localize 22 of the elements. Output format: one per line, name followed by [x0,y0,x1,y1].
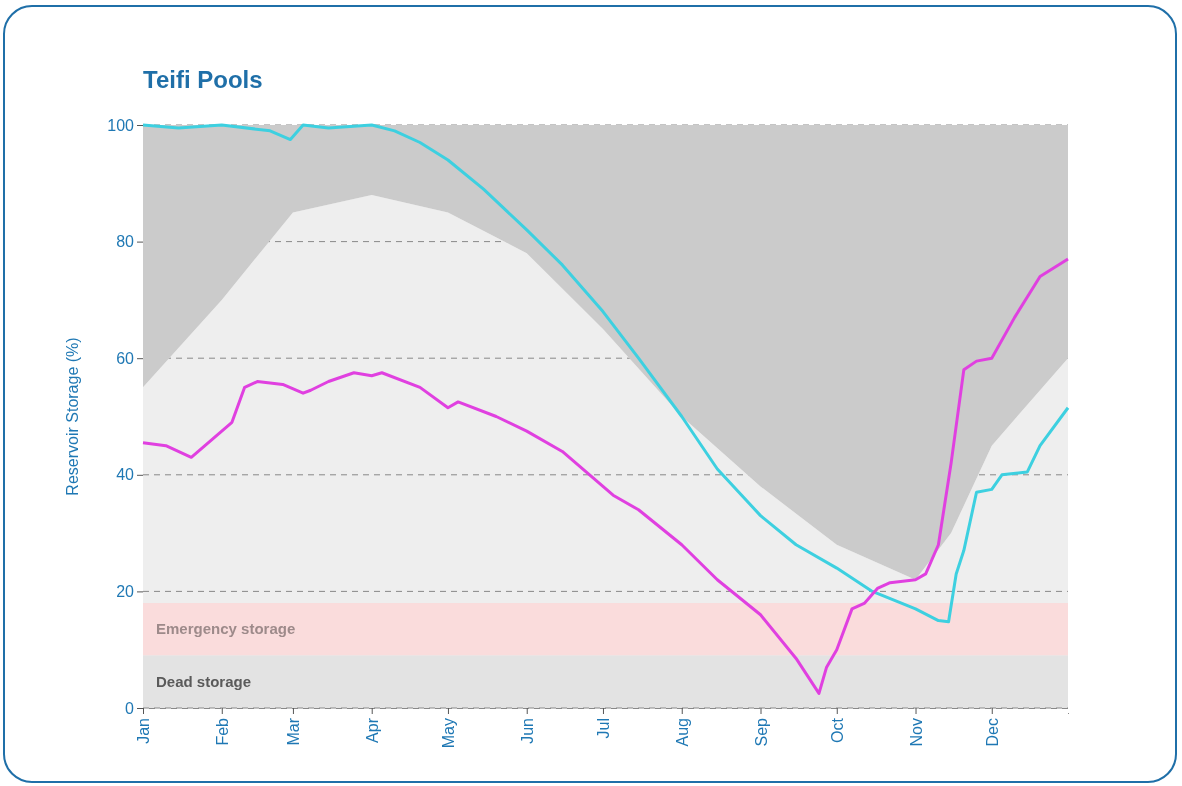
x-tick-label: Jul [595,718,613,739]
y-tick-label: 60 [116,349,135,367]
x-tick-label: Jun [518,718,536,744]
y-tick-label: 40 [116,466,135,484]
y-tick-label: 80 [116,233,135,251]
x-tick-label: Oct [828,717,846,743]
y-tick-label: 100 [107,116,135,134]
y-tick-label: 20 [116,583,135,601]
y-tick-label: 0 [125,699,135,717]
x-tick-label: Dec [983,718,1001,747]
x-tick-label: May [440,718,458,749]
band-label: Dead storage [156,672,252,690]
x-tick-label: Aug [673,718,691,747]
x-tick-label: Mar [285,717,303,746]
x-tick-label: Feb [213,717,231,746]
x-tick-label: Nov [907,718,925,747]
band-label: Emergency storage [156,620,296,638]
x-tick-label: Sep [752,717,770,747]
x-tick-label: Jan [135,718,153,744]
chart-title: Teifi Pools [143,66,263,93]
x-tick-label: Apr [363,717,381,743]
y-axis-title: Reservoir Storage (%) [64,337,81,496]
